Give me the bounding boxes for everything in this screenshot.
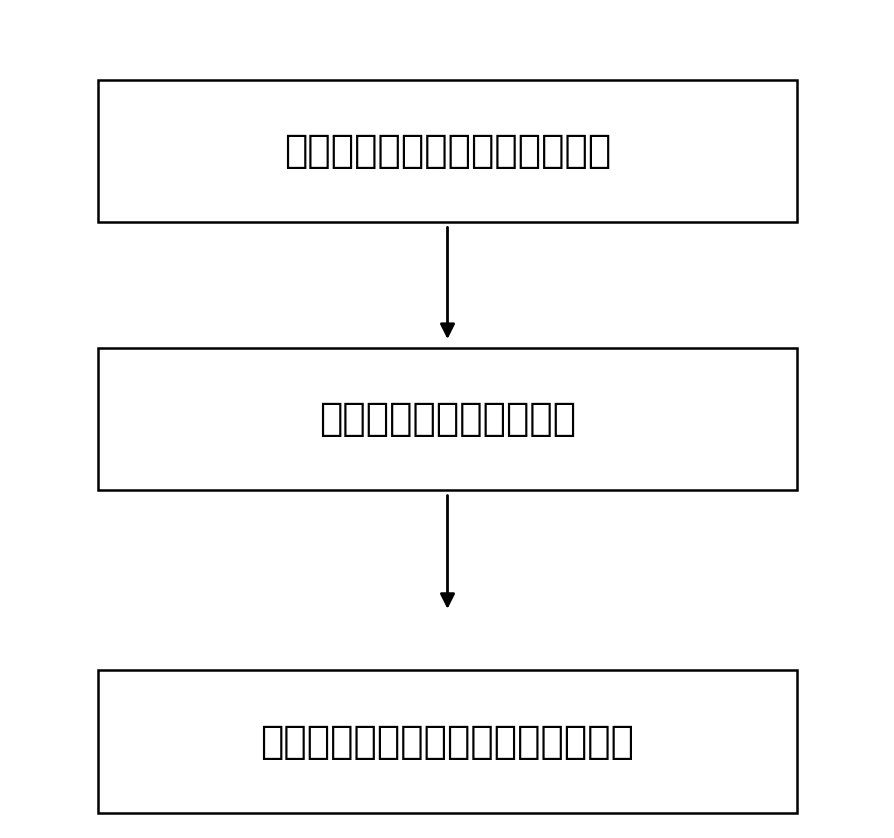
Text: 对摆动腿轨迹进行重规划: 对摆动腿轨迹进行重规划 <box>318 400 576 438</box>
Bar <box>98 670 796 813</box>
Bar <box>98 348 796 490</box>
Bar <box>98 80 796 222</box>
Text: 针对凹障碍的落足安全区域检测: 针对凹障碍的落足安全区域检测 <box>283 132 611 170</box>
Text: 建立机器人动态越凹障碍稳定控制器: 建立机器人动态越凹障碍稳定控制器 <box>260 722 634 761</box>
